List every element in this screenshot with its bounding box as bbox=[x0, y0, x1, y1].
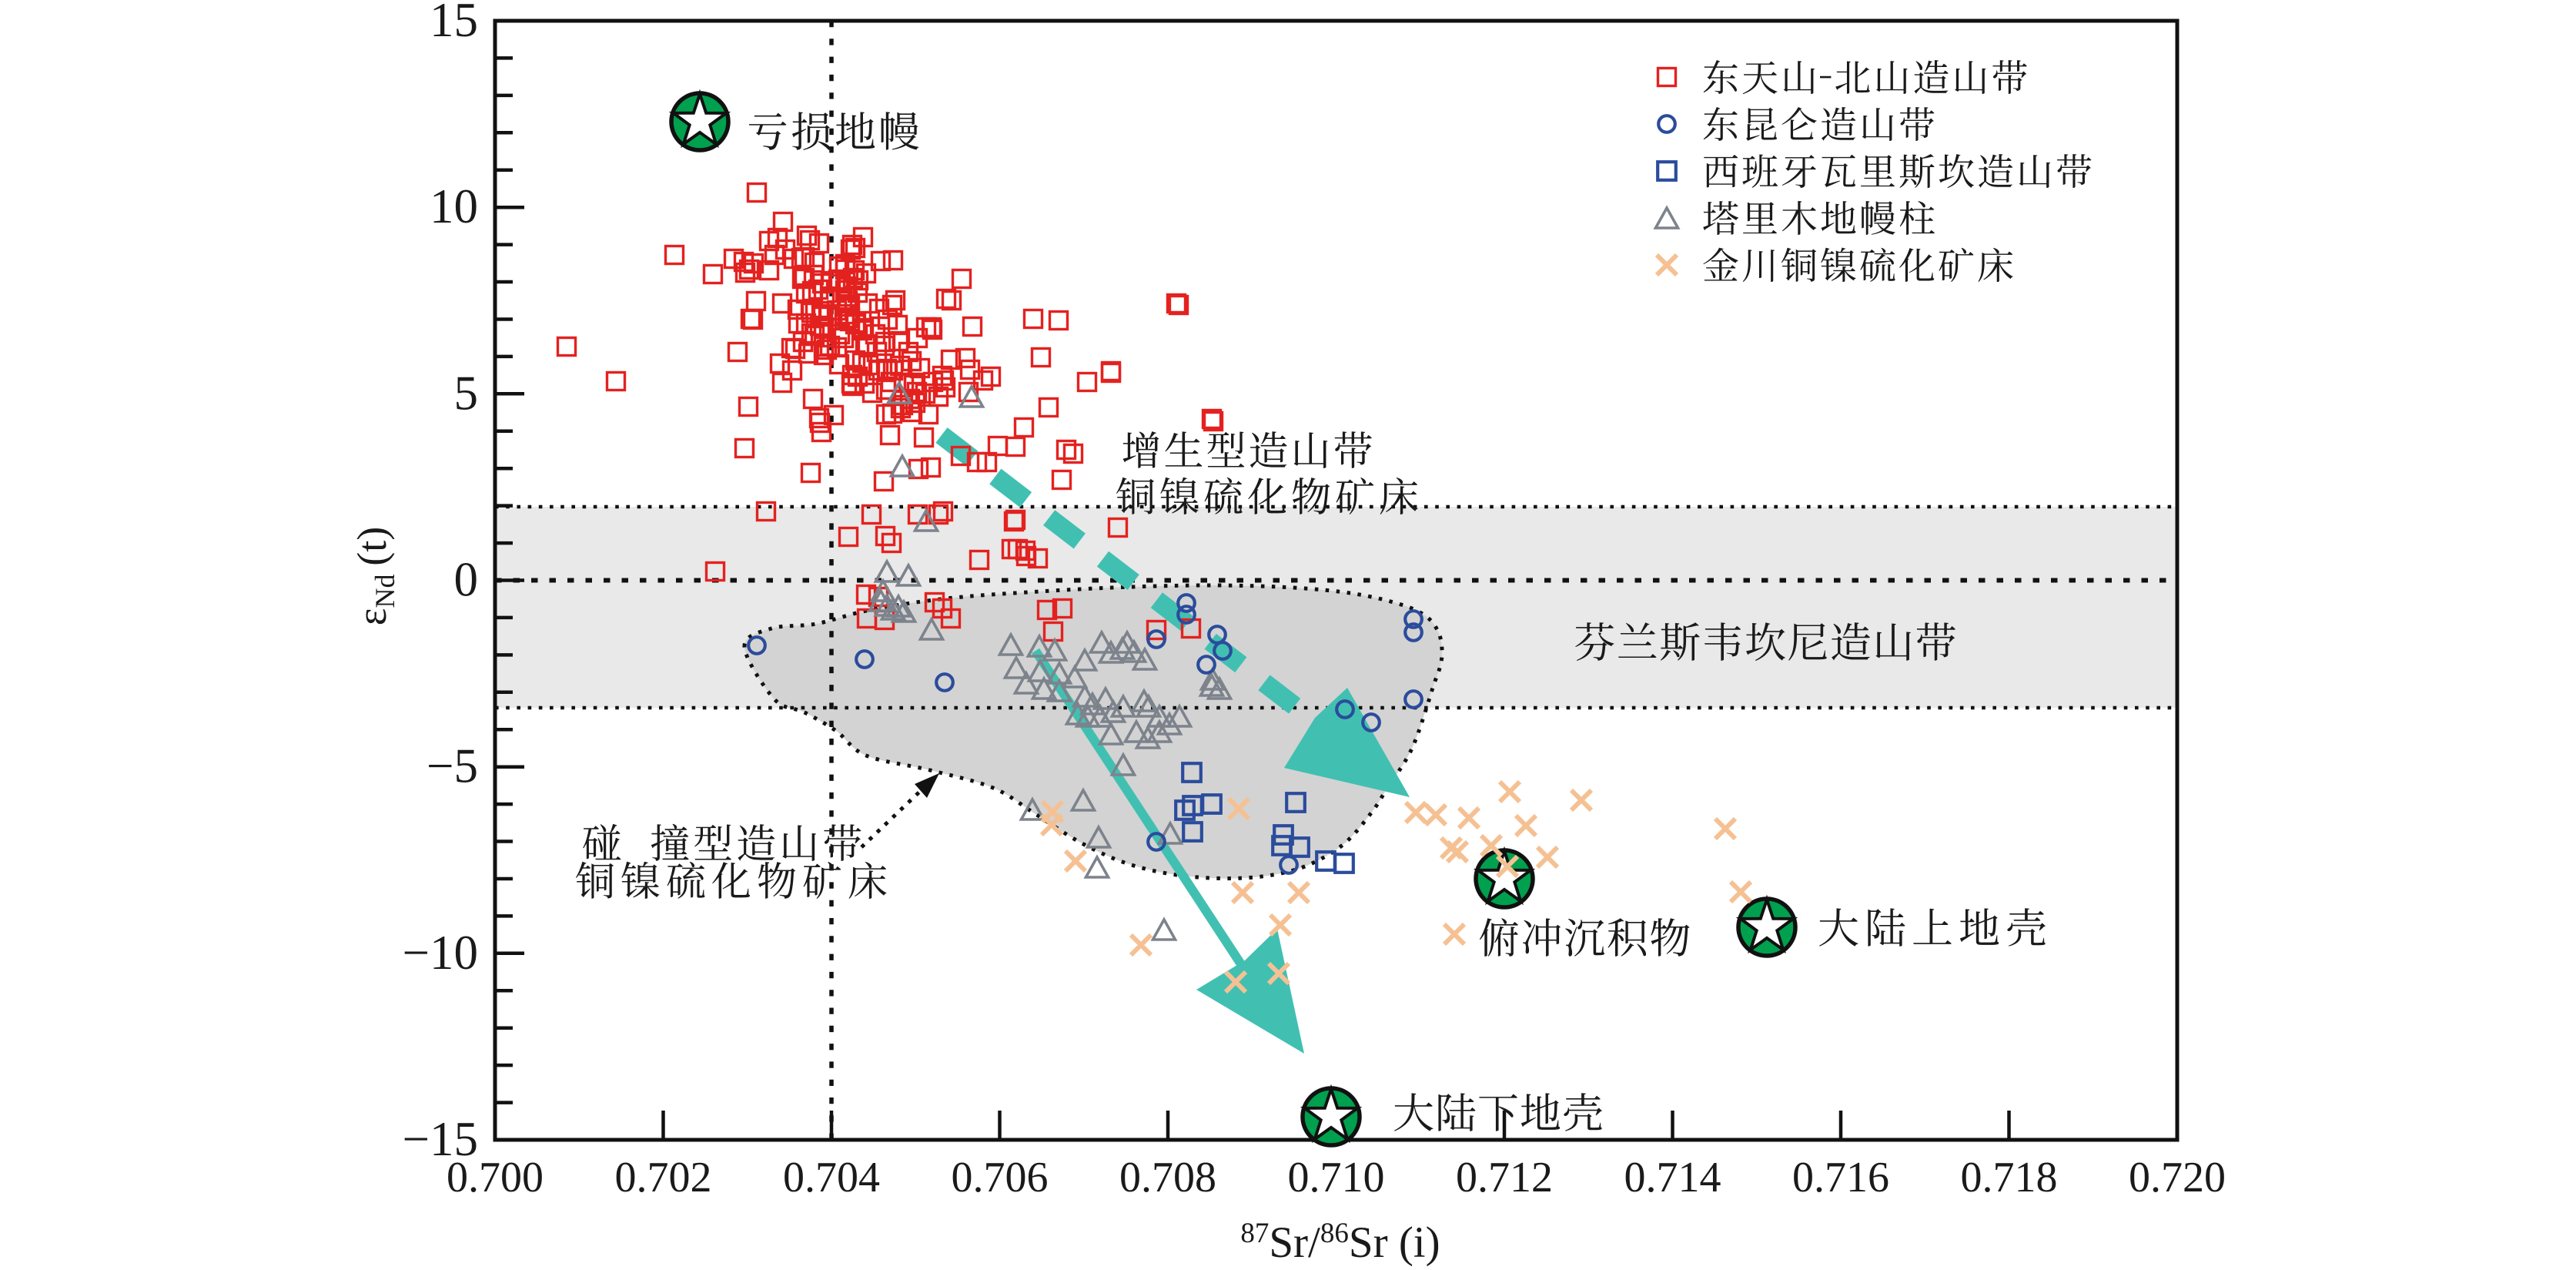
svg-text:0.700: 0.700 bbox=[447, 1154, 544, 1201]
svg-text:0.718: 0.718 bbox=[1961, 1154, 2058, 1201]
svg-text:87Sr/86Sr (i): 87Sr/86Sr (i) bbox=[1240, 1218, 1440, 1266]
svg-text:10: 10 bbox=[430, 179, 478, 233]
svg-text:0.714: 0.714 bbox=[1624, 1154, 1721, 1201]
svg-text:0.708: 0.708 bbox=[1119, 1154, 1216, 1201]
svg-text:0.702: 0.702 bbox=[615, 1154, 712, 1201]
svg-text:0.720: 0.720 bbox=[2129, 1154, 2226, 1201]
svg-text:5: 5 bbox=[454, 366, 479, 420]
svg-text:0.706: 0.706 bbox=[952, 1154, 1049, 1201]
svg-text:0.710: 0.710 bbox=[1288, 1154, 1385, 1201]
svg-text:−10: −10 bbox=[402, 926, 478, 980]
svg-text:εNd (t): εNd (t) bbox=[349, 527, 400, 625]
svg-text:0.716: 0.716 bbox=[1792, 1154, 1889, 1201]
svg-text:0: 0 bbox=[454, 553, 479, 607]
svg-text:15: 15 bbox=[430, 0, 478, 47]
svg-text:−15: −15 bbox=[402, 1112, 478, 1166]
svg-text:0.712: 0.712 bbox=[1456, 1154, 1553, 1201]
svg-text:0.704: 0.704 bbox=[783, 1154, 880, 1201]
svg-text:−5: −5 bbox=[427, 739, 478, 793]
